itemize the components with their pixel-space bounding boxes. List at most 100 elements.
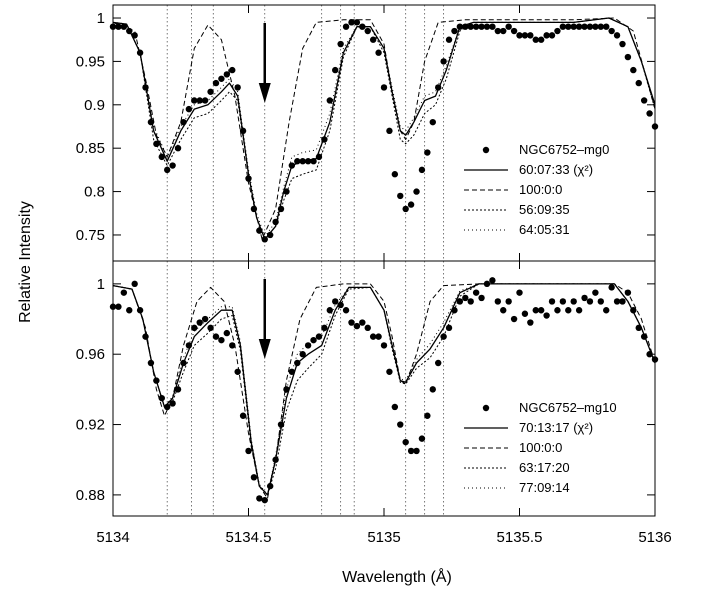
y-tick-label: 0.75 xyxy=(76,227,105,244)
data-point xyxy=(364,324,371,332)
data-point xyxy=(397,192,404,200)
data-point xyxy=(619,298,626,305)
data-point xyxy=(483,23,491,30)
data-point xyxy=(380,342,388,349)
data-point xyxy=(532,307,539,314)
data-point xyxy=(212,79,220,87)
data-point xyxy=(234,84,241,91)
data-point xyxy=(196,319,203,326)
data-point xyxy=(467,298,474,305)
y-tick-label: 0.9 xyxy=(84,97,105,114)
data-point xyxy=(223,71,231,78)
data-point xyxy=(359,319,366,326)
data-point xyxy=(115,23,122,30)
x-axis-label: Wavelength (Å) xyxy=(342,567,452,586)
data-point xyxy=(624,53,632,61)
data-point xyxy=(332,66,339,74)
data-point xyxy=(397,421,404,428)
data-point xyxy=(364,27,371,35)
data-point xyxy=(570,23,577,30)
data-point xyxy=(229,342,236,349)
data-point xyxy=(332,298,339,305)
data-point xyxy=(191,324,198,332)
data-point xyxy=(169,400,176,407)
data-point xyxy=(391,171,399,178)
y-tick-label: 0.96 xyxy=(76,346,105,363)
data-point xyxy=(570,298,577,305)
data-point xyxy=(391,403,399,411)
data-point xyxy=(239,412,247,419)
data-point xyxy=(256,495,263,502)
data-point xyxy=(592,23,599,30)
data-point xyxy=(489,277,496,284)
data-point xyxy=(342,307,350,314)
x-tick-label: 5135 xyxy=(367,529,400,546)
data-point xyxy=(229,66,236,74)
data-point xyxy=(500,27,507,35)
data-point xyxy=(164,166,171,174)
legend-label: 100:0:0 xyxy=(519,182,562,197)
y-tick-label: 0.92 xyxy=(76,417,105,434)
data-point xyxy=(613,32,621,39)
data-point xyxy=(418,166,426,174)
data-point xyxy=(478,294,485,302)
legend-label: 77:09:14 xyxy=(519,480,570,495)
data-point xyxy=(299,351,306,358)
data-point xyxy=(407,201,415,208)
data-point xyxy=(407,447,415,455)
data-point xyxy=(581,23,588,30)
data-point xyxy=(532,36,539,43)
data-point xyxy=(505,23,512,30)
y-tick-label: 0.8 xyxy=(84,184,105,201)
data-point xyxy=(537,307,545,314)
data-point xyxy=(109,23,117,30)
data-point xyxy=(521,310,529,317)
arrow-head xyxy=(258,339,271,359)
data-point xyxy=(369,36,377,43)
data-point xyxy=(467,23,474,30)
data-point xyxy=(245,447,252,455)
series-line-dotted2 xyxy=(112,283,656,496)
series-line-solid xyxy=(112,283,656,496)
x-tick-label: 5134 xyxy=(96,529,129,546)
data-point xyxy=(516,32,523,39)
y-tick-label: 1 xyxy=(97,276,105,293)
data-point xyxy=(597,23,604,30)
data-point xyxy=(559,23,567,30)
data-point xyxy=(337,40,344,48)
data-point xyxy=(348,19,355,26)
data-point xyxy=(603,307,610,314)
data-point xyxy=(266,231,274,239)
data-point xyxy=(548,32,556,39)
data-point xyxy=(646,110,653,117)
data-point xyxy=(304,342,312,349)
data-point xyxy=(342,23,350,30)
data-point xyxy=(261,496,268,504)
data-point xyxy=(603,23,610,30)
data-point xyxy=(462,294,469,302)
data-point xyxy=(158,153,165,161)
data-point xyxy=(608,27,615,35)
data-point xyxy=(375,333,382,340)
y-tick-label: 0.88 xyxy=(76,487,105,504)
data-point xyxy=(131,280,138,288)
data-point xyxy=(369,333,377,340)
data-point xyxy=(592,289,599,296)
data-point xyxy=(565,307,572,314)
data-point xyxy=(651,123,659,130)
data-point xyxy=(207,88,214,95)
data-point xyxy=(505,298,512,305)
data-point xyxy=(321,324,328,332)
legend-label: NGC6752–mg10 xyxy=(519,400,617,415)
legend-marker-dot xyxy=(482,404,490,412)
data-point xyxy=(435,359,442,367)
data-point xyxy=(223,329,231,337)
data-point xyxy=(212,333,220,340)
data-point xyxy=(521,32,529,39)
data-point xyxy=(586,23,594,30)
data-point xyxy=(472,289,480,296)
data-point xyxy=(402,205,409,213)
data-point xyxy=(326,97,333,104)
data-point xyxy=(218,336,225,344)
data-point xyxy=(380,84,388,91)
